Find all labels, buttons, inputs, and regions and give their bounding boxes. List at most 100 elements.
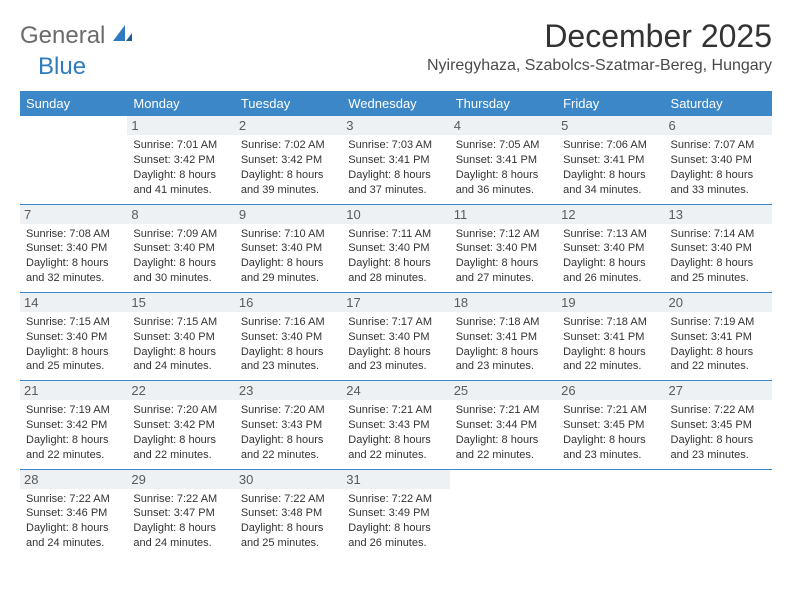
day-number: 14 [20,293,127,312]
day-number: 20 [665,293,772,312]
day-number: 11 [450,205,557,224]
day-details: Sunrise: 7:19 AMSunset: 3:41 PMDaylight:… [671,315,766,374]
calendar-cell [557,469,664,557]
day-details: Sunrise: 7:14 AMSunset: 3:40 PMDaylight:… [671,227,766,286]
day-number: 15 [127,293,234,312]
weekday-header: Monday [127,91,234,116]
weekday-header: Sunday [20,91,127,116]
calendar-cell: 8 Sunrise: 7:09 AMSunset: 3:40 PMDaylight… [127,204,234,292]
day-details: Sunrise: 7:18 AMSunset: 3:41 PMDaylight:… [456,315,551,374]
calendar-cell: 23 Sunrise: 7:20 AMSunset: 3:43 PMDayligh… [235,381,342,469]
logo-text-general: General [20,22,105,50]
logo-text-blue: Blue [38,53,86,81]
day-number: 28 [20,470,127,489]
calendar-cell: 15 Sunrise: 7:15 AMSunset: 3:40 PMDayligh… [127,292,234,380]
day-details: Sunrise: 7:12 AMSunset: 3:40 PMDaylight:… [456,227,551,286]
calendar-cell: 9 Sunrise: 7:10 AMSunset: 3:40 PMDaylight… [235,204,342,292]
logo-sail-icon [111,23,133,50]
calendar-cell: 24 Sunrise: 7:21 AMSunset: 3:43 PMDayligh… [342,381,449,469]
calendar-cell: 25Sunrise: 7:21 AMSunset: 3:44 PMDayligh… [450,381,557,469]
day-details: Sunrise: 7:19 AMSunset: 3:42 PMDaylight:… [26,403,121,462]
weekday-header: Wednesday [342,91,449,116]
day-number [20,116,127,135]
day-details: Sunrise: 7:18 AMSunset: 3:41 PMDaylight:… [563,315,658,374]
day-number: 17 [342,293,449,312]
calendar-cell [450,469,557,557]
day-details: Sunrise: 7:22 AMSunset: 3:48 PMDaylight:… [241,492,336,551]
day-number: 12 [557,205,664,224]
day-details: Sunrise: 7:03 AMSunset: 3:41 PMDaylight:… [348,138,443,197]
day-details: Sunrise: 7:22 AMSunset: 3:49 PMDaylight:… [348,492,443,551]
calendar-cell: 2 Sunrise: 7:02 AMSunset: 3:42 PMDaylight… [235,116,342,204]
calendar-cell: 20 Sunrise: 7:19 AMSunset: 3:41 PMDayligh… [665,292,772,380]
weekday-header: Tuesday [235,91,342,116]
calendar-cell: 10 Sunrise: 7:11 AMSunset: 3:40 PMDayligh… [342,204,449,292]
day-details: Sunrise: 7:15 AMSunset: 3:40 PMDaylight:… [133,315,228,374]
calendar-cell: 7Sunrise: 7:08 AMSunset: 3:40 PMDaylight… [20,204,127,292]
day-number: 6 [665,116,772,135]
day-details: Sunrise: 7:17 AMSunset: 3:40 PMDaylight:… [348,315,443,374]
day-number: 22 [127,381,234,400]
day-details: Sunrise: 7:22 AMSunset: 3:45 PMDaylight:… [671,403,766,462]
day-number: 19 [557,293,664,312]
calendar-cell: 13 Sunrise: 7:14 AMSunset: 3:40 PMDayligh… [665,204,772,292]
calendar-cell: 1Sunrise: 7:01 AMSunset: 3:42 PMDaylight… [127,116,234,204]
calendar-cell: 5 Sunrise: 7:06 AMSunset: 3:41 PMDaylight… [557,116,664,204]
calendar-cell: 28 Sunrise: 7:22 AMSunset: 3:46 PMDayligh… [20,469,127,557]
day-details: Sunrise: 7:10 AMSunset: 3:40 PMDaylight:… [241,227,336,286]
weekday-header: Saturday [665,91,772,116]
day-number: 3 [342,116,449,135]
calendar-cell: 6 Sunrise: 7:07 AMSunset: 3:40 PMDaylight… [665,116,772,204]
day-number: 2 [235,116,342,135]
day-details: Sunrise: 7:15 AMSunset: 3:40 PMDaylight:… [26,315,121,374]
calendar-cell: 19 Sunrise: 7:18 AMSunset: 3:41 PMDayligh… [557,292,664,380]
day-number: 4 [450,116,557,135]
day-number [450,470,557,489]
day-details: Sunrise: 7:20 AMSunset: 3:42 PMDaylight:… [133,403,228,462]
day-number: 7 [20,205,127,224]
day-number [665,470,772,489]
calendar-cell: 18Sunrise: 7:18 AMSunset: 3:41 PMDayligh… [450,292,557,380]
day-details: Sunrise: 7:20 AMSunset: 3:43 PMDaylight:… [241,403,336,462]
day-details: Sunrise: 7:22 AMSunset: 3:46 PMDaylight:… [26,492,121,551]
day-number: 13 [665,205,772,224]
day-number: 16 [235,293,342,312]
day-details: Sunrise: 7:13 AMSunset: 3:40 PMDaylight:… [563,227,658,286]
calendar-cell: 11 Sunrise: 7:12 AMSunset: 3:40 PMDayligh… [450,204,557,292]
calendar-cell: 30 Sunrise: 7:22 AMSunset: 3:48 PMDayligh… [235,469,342,557]
day-number: 27 [665,381,772,400]
day-details: Sunrise: 7:09 AMSunset: 3:40 PMDaylight:… [133,227,228,286]
day-details: Sunrise: 7:07 AMSunset: 3:40 PMDaylight:… [671,138,766,197]
day-number: 9 [235,205,342,224]
calendar-cell: 16 Sunrise: 7:16 AMSunset: 3:40 PMDayligh… [235,292,342,380]
day-number: 30 [235,470,342,489]
day-details: Sunrise: 7:05 AMSunset: 3:41 PMDaylight:… [456,138,551,197]
calendar-cell: 4 Sunrise: 7:05 AMSunset: 3:41 PMDaylight… [450,116,557,204]
day-details: Sunrise: 7:16 AMSunset: 3:40 PMDaylight:… [241,315,336,374]
day-number: 5 [557,116,664,135]
calendar-table: SundayMondayTuesdayWednesdayThursdayFrid… [20,91,772,557]
day-details: Sunrise: 7:11 AMSunset: 3:40 PMDaylight:… [348,227,443,286]
day-number [557,470,664,489]
day-number: 1 [127,116,234,135]
calendar-cell: 14 Sunrise: 7:15 AMSunset: 3:40 PMDayligh… [20,292,127,380]
location: Nyiregyhaza, Szabolcs-Szatmar-Bereg, Hun… [427,57,772,75]
day-number: 10 [342,205,449,224]
day-details: Sunrise: 7:21 AMSunset: 3:45 PMDaylight:… [563,403,658,462]
day-number: 24 [342,381,449,400]
day-number: 23 [235,381,342,400]
weekday-header: Friday [557,91,664,116]
day-details: Sunrise: 7:21 AMSunset: 3:44 PMDaylight:… [456,403,551,462]
day-details: Sunrise: 7:06 AMSunset: 3:41 PMDaylight:… [563,138,658,197]
day-number: 8 [127,205,234,224]
calendar-body: 1Sunrise: 7:01 AMSunset: 3:42 PMDaylight… [20,116,772,557]
calendar-cell: 3 Sunrise: 7:03 AMSunset: 3:41 PMDaylight… [342,116,449,204]
calendar-head: SundayMondayTuesdayWednesdayThursdayFrid… [20,91,772,116]
day-details: Sunrise: 7:02 AMSunset: 3:42 PMDaylight:… [241,138,336,197]
day-number: 21 [20,381,127,400]
day-number: 31 [342,470,449,489]
calendar-cell: 29Sunrise: 7:22 AMSunset: 3:47 PMDayligh… [127,469,234,557]
calendar-cell: 26Sunrise: 7:21 AMSunset: 3:45 PMDayligh… [557,381,664,469]
day-details: Sunrise: 7:21 AMSunset: 3:43 PMDaylight:… [348,403,443,462]
weekday-header: Thursday [450,91,557,116]
